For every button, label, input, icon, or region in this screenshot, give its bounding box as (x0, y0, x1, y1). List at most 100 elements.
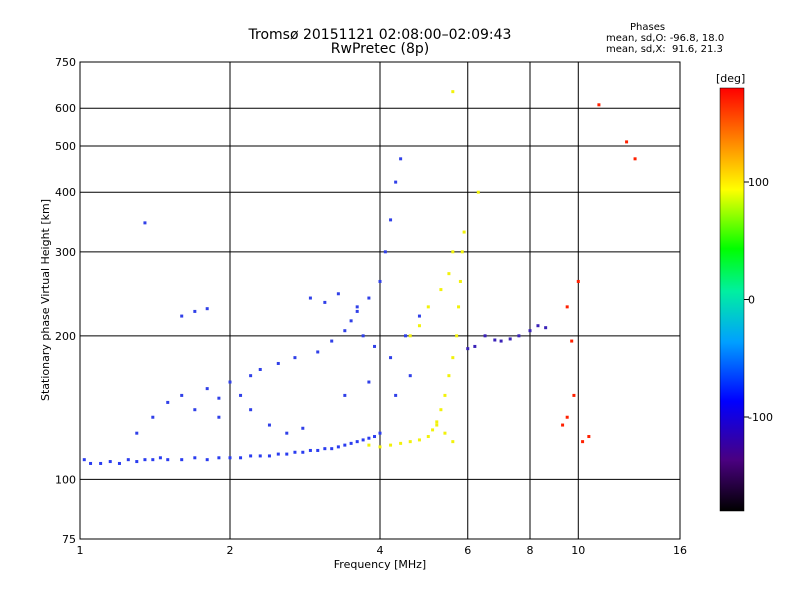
phase-stats-x: mean, sd,X: 91.6, 21.3 (606, 44, 723, 55)
data-point (565, 305, 569, 309)
y-axis-label: Stationary phase Virtual Height [km] (39, 199, 52, 401)
data-point (82, 458, 86, 462)
data-point (217, 396, 221, 400)
data-point (633, 157, 637, 161)
data-point (447, 374, 451, 378)
data-point (258, 367, 262, 371)
data-point (597, 103, 601, 107)
data-point (473, 344, 477, 348)
data-point (417, 314, 421, 318)
data-point (143, 458, 147, 462)
chart-subtitle: RwPretec (8p) (330, 41, 430, 57)
data-point (462, 230, 466, 234)
data-point (323, 447, 327, 451)
data-point (443, 393, 447, 397)
data-point (443, 431, 447, 435)
data-point (228, 456, 232, 460)
data-point (336, 445, 340, 449)
data-point (451, 356, 455, 360)
data-point (361, 438, 365, 442)
data-point (417, 438, 421, 442)
data-point (267, 423, 271, 427)
colorbar-tick-label: -100 (748, 411, 773, 424)
data-point (576, 279, 580, 283)
plot-grid (80, 62, 680, 539)
data-point (408, 374, 412, 378)
data-point (355, 305, 359, 309)
x-tick-label: 4 (377, 544, 384, 557)
data-point (493, 338, 497, 342)
data-point (343, 443, 347, 447)
data-point (343, 329, 347, 333)
y-tick-label: 75 (62, 533, 76, 546)
data-point (158, 456, 162, 460)
data-point (285, 431, 289, 435)
data-point (458, 279, 462, 283)
data-point (544, 326, 548, 330)
data-point (301, 450, 305, 454)
data-point (239, 456, 243, 460)
data-point (460, 250, 464, 254)
data-point (508, 337, 512, 341)
data-point (217, 415, 221, 419)
data-point (435, 423, 439, 427)
data-point (151, 415, 155, 419)
data-point (205, 458, 209, 462)
data-point (373, 435, 377, 439)
data-point (447, 272, 451, 276)
colorbar-ticks: 100 0 -100 (744, 176, 773, 424)
x-axis-label: Frequency [MHz] (334, 558, 426, 571)
data-point (378, 445, 382, 449)
data-point (389, 356, 393, 360)
data-point (466, 347, 470, 351)
data-point (476, 190, 480, 194)
data-point (117, 461, 121, 465)
data-point (166, 458, 170, 462)
data-point (349, 319, 353, 323)
data-point (625, 140, 629, 144)
x-tick-label: 6 (464, 544, 471, 557)
y-tick-label: 100 (55, 473, 76, 486)
data-point (455, 334, 459, 338)
x-tick-label: 10 (571, 544, 585, 557)
data-point (426, 435, 430, 439)
data-point (565, 415, 569, 419)
data-point (367, 436, 371, 440)
data-point (389, 218, 393, 222)
data-point (135, 460, 139, 464)
data-point (336, 292, 340, 296)
data-point (355, 309, 359, 313)
data-point (89, 461, 93, 465)
data-point (108, 460, 112, 464)
y-tick-label: 500 (55, 140, 76, 153)
data-point (249, 454, 253, 458)
data-point (293, 450, 297, 454)
data-point (587, 435, 591, 439)
data-point (561, 423, 565, 427)
data-point (536, 324, 540, 328)
data-point (367, 380, 371, 384)
data-point (316, 350, 320, 354)
data-point (180, 458, 184, 462)
data-point (431, 428, 435, 432)
data-point (316, 448, 320, 452)
data-point (581, 440, 585, 444)
data-point (439, 288, 443, 292)
colorbar (719, 87, 745, 512)
data-point (301, 426, 305, 430)
data-point (378, 279, 382, 283)
data-point (355, 440, 359, 444)
data-point (499, 339, 503, 343)
colorbar-label: [deg] (716, 72, 745, 85)
data-point (126, 458, 130, 462)
data-point (349, 441, 353, 445)
data-point (285, 452, 289, 456)
data-point (435, 420, 439, 424)
data-point (394, 180, 398, 184)
data-point (378, 431, 382, 435)
data-point (323, 300, 327, 304)
y-tick-label: 400 (55, 186, 76, 199)
data-point (330, 339, 334, 343)
phase-stats-o: mean, sd,O: -96.8, 18.0 (606, 33, 725, 44)
